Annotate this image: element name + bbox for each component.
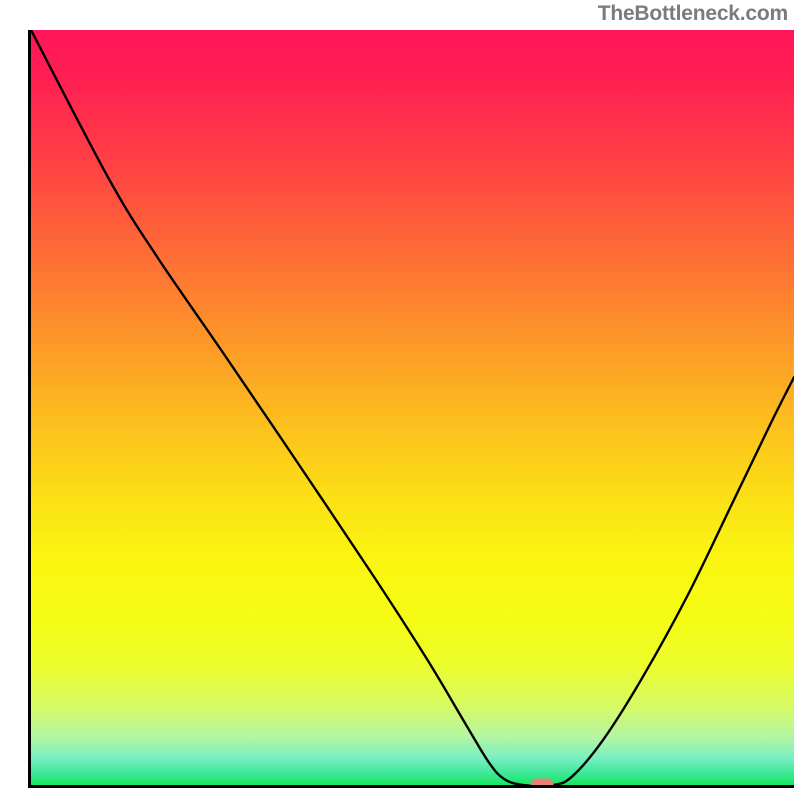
plot-area [28,30,794,788]
gradient-background [31,30,794,785]
watermark-label: TheBottleneck.com [598,2,788,26]
chart-frame: TheBottleneck.com [0,0,800,800]
optimal-point-marker [530,778,553,788]
bottleneck-curve [31,30,794,785]
